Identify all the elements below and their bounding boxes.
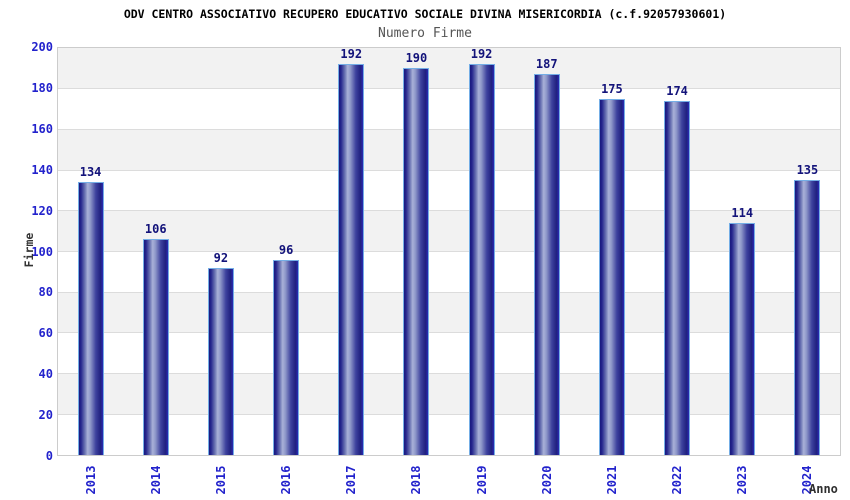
bar-2015 bbox=[207, 267, 234, 455]
gridline bbox=[58, 210, 840, 212]
plot-band bbox=[58, 129, 840, 171]
y-tick-label: 140 bbox=[31, 162, 53, 177]
plot-band bbox=[58, 210, 840, 252]
bar-2021 bbox=[598, 98, 625, 455]
bar-value-label: 134 bbox=[79, 165, 102, 180]
bar-value-label: 96 bbox=[278, 242, 294, 257]
x-tick-label: 2023 bbox=[735, 465, 750, 495]
gridline bbox=[58, 169, 840, 171]
y-tick-label: 180 bbox=[31, 80, 53, 95]
bar-value-label: 190 bbox=[405, 51, 428, 66]
bar-2023 bbox=[729, 223, 756, 455]
bar-value-label: 192 bbox=[470, 47, 493, 62]
bar-value-label: 175 bbox=[601, 81, 623, 96]
gridline bbox=[58, 332, 840, 334]
y-tick-label: 160 bbox=[31, 121, 53, 136]
y-tick-label: 0 bbox=[45, 449, 53, 463]
gridline bbox=[58, 251, 840, 252]
bar-2017 bbox=[338, 64, 365, 455]
y-tick-label: 100 bbox=[31, 244, 53, 259]
plot-band bbox=[58, 332, 840, 374]
bar-value-label: 106 bbox=[144, 222, 167, 237]
x-tick-label: 2020 bbox=[539, 465, 554, 495]
y-tick-label: 40 bbox=[38, 367, 53, 382]
y-axis-title: Firme bbox=[22, 232, 36, 268]
gridline bbox=[58, 291, 840, 293]
plot-band bbox=[58, 414, 840, 455]
x-tick-label: 2016 bbox=[279, 465, 294, 495]
plot-area: 134 106 92 96 192 190 192 187 175 174 114 135 bbox=[57, 47, 841, 456]
plot-band bbox=[58, 88, 840, 130]
bar-value-label: 92 bbox=[213, 250, 229, 265]
x-tick-label: 2014 bbox=[148, 465, 163, 495]
bar-2019 bbox=[468, 64, 495, 455]
bar-value-label: 192 bbox=[340, 47, 363, 62]
x-tick-label: 2018 bbox=[409, 465, 424, 495]
x-tick-label: 2013 bbox=[83, 465, 98, 495]
bar-value-label: 187 bbox=[535, 57, 558, 72]
plot-band bbox=[58, 48, 840, 89]
plot-band bbox=[58, 292, 840, 333]
x-tick-label: 2022 bbox=[670, 465, 685, 495]
x-tick-label: 2017 bbox=[344, 465, 359, 495]
gridline bbox=[58, 373, 840, 375]
gridline bbox=[58, 128, 840, 130]
y-tick-label: 20 bbox=[38, 408, 53, 423]
bar-value-label: 135 bbox=[796, 163, 819, 178]
bar-2020 bbox=[533, 74, 560, 455]
y-tick-label: 200 bbox=[31, 40, 53, 54]
y-tick-label: 80 bbox=[38, 285, 53, 300]
bar-2022 bbox=[664, 100, 691, 455]
x-tick-label: 2019 bbox=[474, 465, 489, 495]
plot-band bbox=[58, 251, 840, 293]
gridline bbox=[58, 88, 840, 90]
chart-subtitle: Numero Firme bbox=[378, 26, 472, 41]
y-axis-tick-labels: 0 20 40 60 80 100 120 140 160 180 200 bbox=[0, 0, 53, 500]
plot-band bbox=[58, 170, 840, 211]
bar-2018 bbox=[403, 68, 430, 455]
bar-2014 bbox=[142, 239, 169, 455]
chart-title: ODV CENTRO ASSOCIATIVO RECUPERO EDUCATIV… bbox=[123, 7, 727, 21]
y-tick-label: 60 bbox=[38, 326, 53, 341]
bar-2024 bbox=[794, 180, 821, 455]
plot-band bbox=[58, 373, 840, 415]
x-tick-label: 2021 bbox=[604, 465, 619, 495]
bar-value-label: 114 bbox=[731, 206, 754, 220]
x-axis-tick-labels: 2013 2014 2015 2016 2017 2018 2019 2020 2021 2022… bbox=[57, 456, 841, 500]
gridline bbox=[58, 413, 840, 415]
x-tick-label: 2015 bbox=[213, 465, 228, 495]
bar-2013 bbox=[77, 182, 104, 455]
y-tick-label: 120 bbox=[31, 203, 53, 218]
bar-2016 bbox=[273, 259, 300, 455]
x-axis-title: Anno bbox=[809, 482, 838, 496]
bar-value-label: 174 bbox=[666, 83, 688, 98]
